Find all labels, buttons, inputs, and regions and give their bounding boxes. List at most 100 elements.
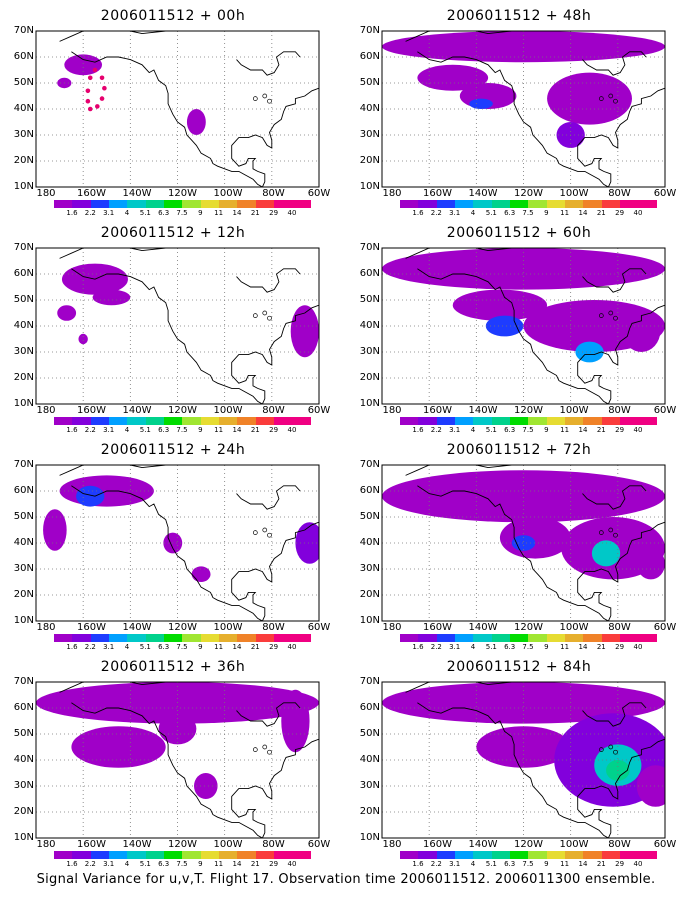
colorbar [54,200,311,208]
x-tick-label: 100W [559,405,589,416]
lake-outline [598,530,604,535]
colorbar-label: 14 [578,860,588,868]
colorbar-label: 6.3 [504,209,516,217]
colorbar-label: 11 [214,426,224,434]
colorbar-swatch [418,851,437,859]
x-tick-label: 140W [468,405,498,416]
y-tick-label: 70N [13,25,34,36]
colorbar-label: 6.3 [504,860,516,868]
coastline [71,702,263,838]
colorbar-label: 9 [544,209,549,217]
colorbar-swatch [491,851,510,859]
signal-variance-region [417,64,489,91]
colorbar-label: 5.1 [485,209,497,217]
flight-track-point [95,104,100,109]
x-tick-label: 100W [213,839,243,850]
colorbar-swatch [491,417,510,425]
flight-track-point [87,75,93,81]
colorbar-label: 4 [124,643,130,651]
colorbar-swatch [90,634,109,642]
map-frame [381,464,666,622]
y-tick-label: 20N [13,589,34,600]
y-tick-label: 70N [359,459,380,470]
signal-variance-region [57,305,77,321]
colorbar-swatch [601,200,620,208]
x-tick-label: 60W [307,622,331,633]
signal-variance-region [71,726,166,768]
coastline [130,248,166,252]
flight-track-point [85,98,91,104]
colorbar-label: 5.1 [485,860,497,868]
lake-outline [262,310,268,316]
y-tick-label: 70N [13,242,34,253]
signal-variance-region [76,485,105,507]
colorbar-swatch [491,634,510,642]
colorbar-swatch [72,634,91,642]
y-tick-label: 10N [359,181,380,192]
map-plot [381,30,666,188]
colorbar-label: 40 [287,860,297,868]
colorbar-swatch [601,634,620,642]
colorbar-swatch [292,200,311,208]
panel-title: 2006011512 + 84h [446,659,592,675]
lake-outline [613,315,618,321]
signal-variance-region [78,333,88,345]
colorbar-label: 11 [214,643,224,651]
y-tick-label: 60N [359,702,380,713]
colorbar-label: 2.2 [430,643,442,651]
panel-title: 2006011512 + 36h [100,659,246,675]
colorbar-swatch [218,417,238,425]
y-tick-label: 60N [13,702,34,713]
colorbar [54,634,311,642]
colorbar-swatch [400,200,419,208]
colorbar-label: 6.3 [158,209,170,217]
colorbar-label: 11 [214,209,224,217]
map-frame [381,247,666,405]
lake-outline [267,532,272,538]
colorbar-swatch [145,417,164,425]
y-tick-label: 20N [13,806,34,817]
y-tick-label: 30N [13,780,34,791]
lake-outline [613,532,618,538]
lake-outline [608,744,614,750]
colorbar-label: 14 [232,209,242,217]
x-tick-label: 140W [122,622,152,633]
y-tick-label: 10N [359,615,380,626]
colorbar-labels: 1.6 2.2 3.1 4 5.1 6.3 7.5 9 11 14 21 29 40 [400,209,660,219]
map-plot [35,464,320,622]
lake-outline [267,98,272,104]
x-tick-label: 140W [122,839,152,850]
colorbar-swatch [528,634,547,642]
colorbar-label: 3.1 [449,426,461,434]
colorbar-label: 2.2 [430,209,442,217]
colorbar-label: 14 [578,643,588,651]
colorbar-label: 29 [615,860,625,868]
colorbar-swatch [638,200,657,208]
colorbar-labels: 1.6 2.2 3.1 4 5.1 6.3 7.5 9 11 14 21 29 40 [54,860,314,870]
x-tick-label: 60W [653,405,677,416]
colorbar-swatch [200,851,219,859]
y-tick-label: 50N [359,511,380,522]
colorbar-swatch [436,200,455,208]
x-tick-label: 180 [36,622,56,633]
x-tick-label: 100W [213,188,243,199]
signal-variance-region [281,689,310,753]
coastline [71,268,263,404]
colorbar-swatch [564,200,584,208]
colorbar [400,200,657,208]
colorbar-label: 5.1 [139,860,151,868]
y-tick-label: 70N [13,459,34,470]
colorbar-swatch [108,851,128,859]
colorbar-label: 9 [544,643,549,651]
colorbar-swatch [454,200,474,208]
colorbar-label: 4 [470,643,476,651]
y-tick-label: 60N [13,485,34,496]
flight-track-point [102,85,107,91]
colorbar-swatch [509,200,529,208]
flight-track-point [92,67,98,73]
map-frame [35,681,320,839]
x-tick-label: 120W [168,188,197,199]
signal-variance-region [186,109,206,135]
colorbar-swatch [90,200,109,208]
colorbar-swatch [72,417,91,425]
